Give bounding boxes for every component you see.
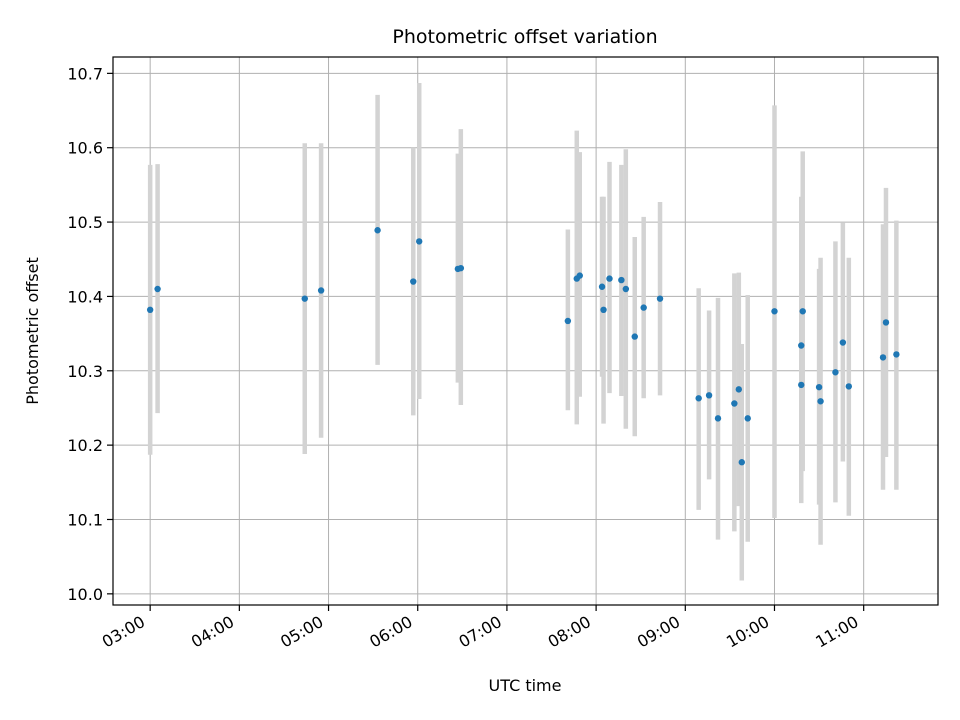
y-tick-label: 10.0 (67, 585, 103, 604)
data-point (798, 342, 805, 349)
data-point (416, 238, 423, 245)
data-point (600, 306, 607, 314)
data-point (598, 283, 606, 290)
x-axis-ticks: 03:00 04:00 05:00 06:00 07:00 08:00 09:00 10:00… (99, 605, 865, 652)
data-point (374, 227, 381, 234)
data-point (146, 306, 154, 314)
data-point (564, 317, 572, 325)
y-tick-label: 10.7 (67, 64, 103, 83)
chart-title: Photometric offset variation (392, 26, 657, 48)
data-point (882, 319, 890, 326)
data-point (893, 351, 900, 358)
data-point (622, 285, 630, 293)
data-point (832, 369, 839, 376)
data-point (738, 459, 745, 466)
data-point (606, 275, 613, 282)
data-point (631, 333, 638, 340)
y-tick-label: 10.6 (67, 139, 103, 158)
x-tick-label: 09:00 (634, 612, 683, 652)
data-point (154, 285, 161, 293)
y-axis-label: Photometric offset (23, 257, 42, 405)
data-point (618, 276, 625, 284)
data-point (731, 400, 738, 407)
x-tick-label: 03:00 (99, 612, 148, 652)
data-point (457, 264, 465, 272)
x-tick-label: 05:00 (277, 612, 326, 652)
data-points (146, 227, 900, 466)
y-tick-label: 10.5 (67, 213, 103, 232)
data-point (317, 287, 325, 294)
y-tick-label: 10.4 (67, 287, 103, 306)
y-axis-ticks: 10.0 10.1 10.2 10.3 10.4 10.5 10.6 10.7 (67, 64, 113, 604)
plot-frame (112, 56, 939, 606)
data-point (695, 395, 702, 402)
x-tick-label: 10:00 (723, 612, 772, 652)
error-bars (147, 83, 899, 581)
data-point (735, 386, 743, 393)
data-point (798, 381, 805, 389)
y-tick-label: 10.2 (67, 436, 103, 455)
data-point (640, 304, 647, 311)
x-axis-label: UTC time (489, 676, 562, 695)
x-tick-label: 04:00 (188, 612, 237, 652)
data-point (576, 272, 583, 279)
data-point (817, 398, 824, 405)
data-point (845, 383, 853, 390)
data-point (714, 415, 722, 422)
data-point (301, 295, 308, 302)
data-point (879, 354, 887, 361)
grid (113, 57, 938, 605)
data-point (744, 415, 751, 422)
x-tick-label: 07:00 (455, 612, 504, 652)
data-point (705, 392, 713, 399)
x-tick-label: 06:00 (366, 612, 415, 652)
data-point (410, 278, 417, 285)
data-point (839, 339, 847, 346)
data-point (771, 308, 778, 315)
x-tick-label: 08:00 (545, 612, 594, 652)
data-point (815, 383, 823, 391)
data-point (656, 295, 664, 302)
y-tick-label: 10.1 (67, 510, 103, 529)
y-tick-label: 10.3 (67, 362, 103, 381)
data-point (799, 308, 806, 315)
x-tick-label: 11:00 (812, 612, 861, 652)
